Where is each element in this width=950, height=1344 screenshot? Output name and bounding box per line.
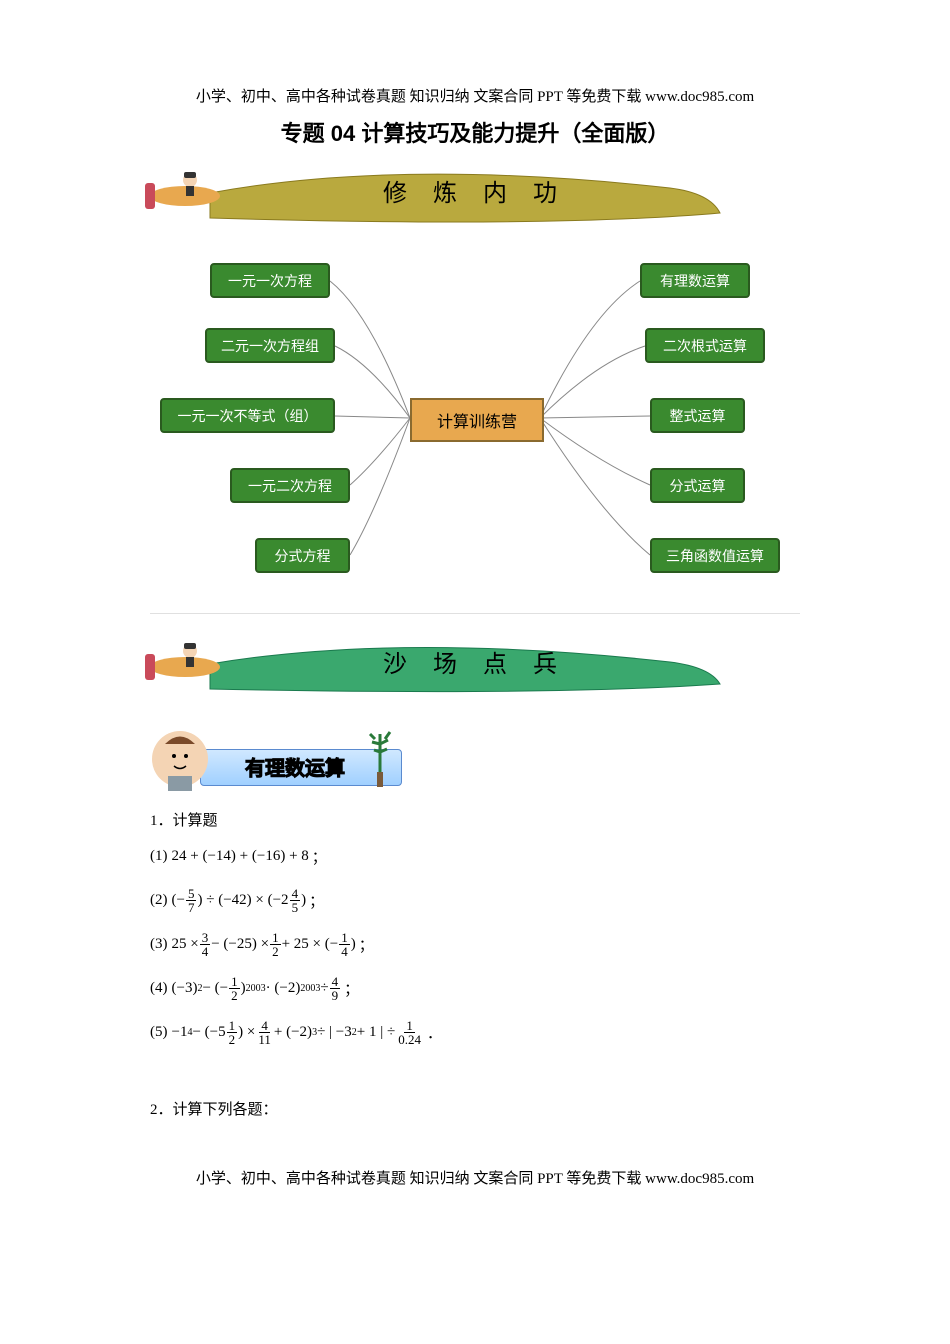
mindmap-node-right-0: 有理数运算 — [640, 263, 750, 298]
mindmap-node-left-4: 分式方程 — [255, 538, 350, 573]
section-badge-label: 有理数运算 — [245, 752, 345, 781]
q1-label: 1．计算题 — [150, 809, 800, 830]
mindmap-node-right-4: 三角函数值运算 — [650, 538, 780, 573]
mindmap-node-left-0: 一元一次方程 — [210, 263, 330, 298]
mindmap-node-right-2: 整式运算 — [650, 398, 745, 433]
banner-text-2: 沙 场 点 兵 — [383, 644, 567, 679]
plane-icon-2 — [140, 639, 230, 689]
mindmap-node-left-2: 一元一次不等式（组） — [160, 398, 335, 433]
q1-item-4: (5)−14 − (−512) × 411 + (−2)3 ÷ | −32 + … — [150, 1014, 800, 1050]
mindmap-diagram: 计算训练营 一元一次方程二元一次方程组一元一次不等式（组） 一元二次方程分式方程 有… — [150, 253, 800, 593]
divider — [150, 613, 800, 614]
mindmap-node-left-3: 一元二次方程 — [230, 468, 350, 503]
mindmap-node-right-3: 分式运算 — [650, 468, 745, 503]
mindmap-node-right-1: 二次根式运算 — [645, 328, 765, 363]
q1-item-2: (3)25 × 34 − (−25) × 12 + 25 × (−14)； — [150, 926, 800, 962]
q1-item-3: (4)(−3)2 − (−12)2003 · (−2)2003 ÷ 49； — [150, 970, 800, 1006]
page-header: 小学、初中、高中各种试卷真题 知识归纳 文案合同 PPT 等免费下载 www.d… — [150, 85, 800, 106]
banner-xiulian: 修 炼 内 功 — [150, 163, 800, 233]
mindmap-center: 计算训练营 — [410, 398, 544, 442]
q1-item-0: (1)24 + (−14) + (−16) + 8； — [150, 838, 800, 874]
banner-text-1: 修 炼 内 功 — [383, 173, 567, 208]
plane-icon — [140, 168, 230, 218]
page-title: 专题 04 计算技巧及能力提升（全面版） — [150, 116, 800, 148]
section-badge: 有理数运算 — [150, 724, 430, 794]
banner-shachang: 沙 场 点 兵 — [150, 634, 800, 704]
page-footer: 小学、初中、高中各种试卷真题 知识归纳 文案合同 PPT 等免费下载 www.d… — [150, 1167, 800, 1188]
q1-item-1: (2)(−57) ÷ (−42) × (−245)； — [150, 882, 800, 918]
q2-label: 2．计算下列各题： — [150, 1098, 800, 1119]
mindmap-node-left-1: 二元一次方程组 — [205, 328, 335, 363]
